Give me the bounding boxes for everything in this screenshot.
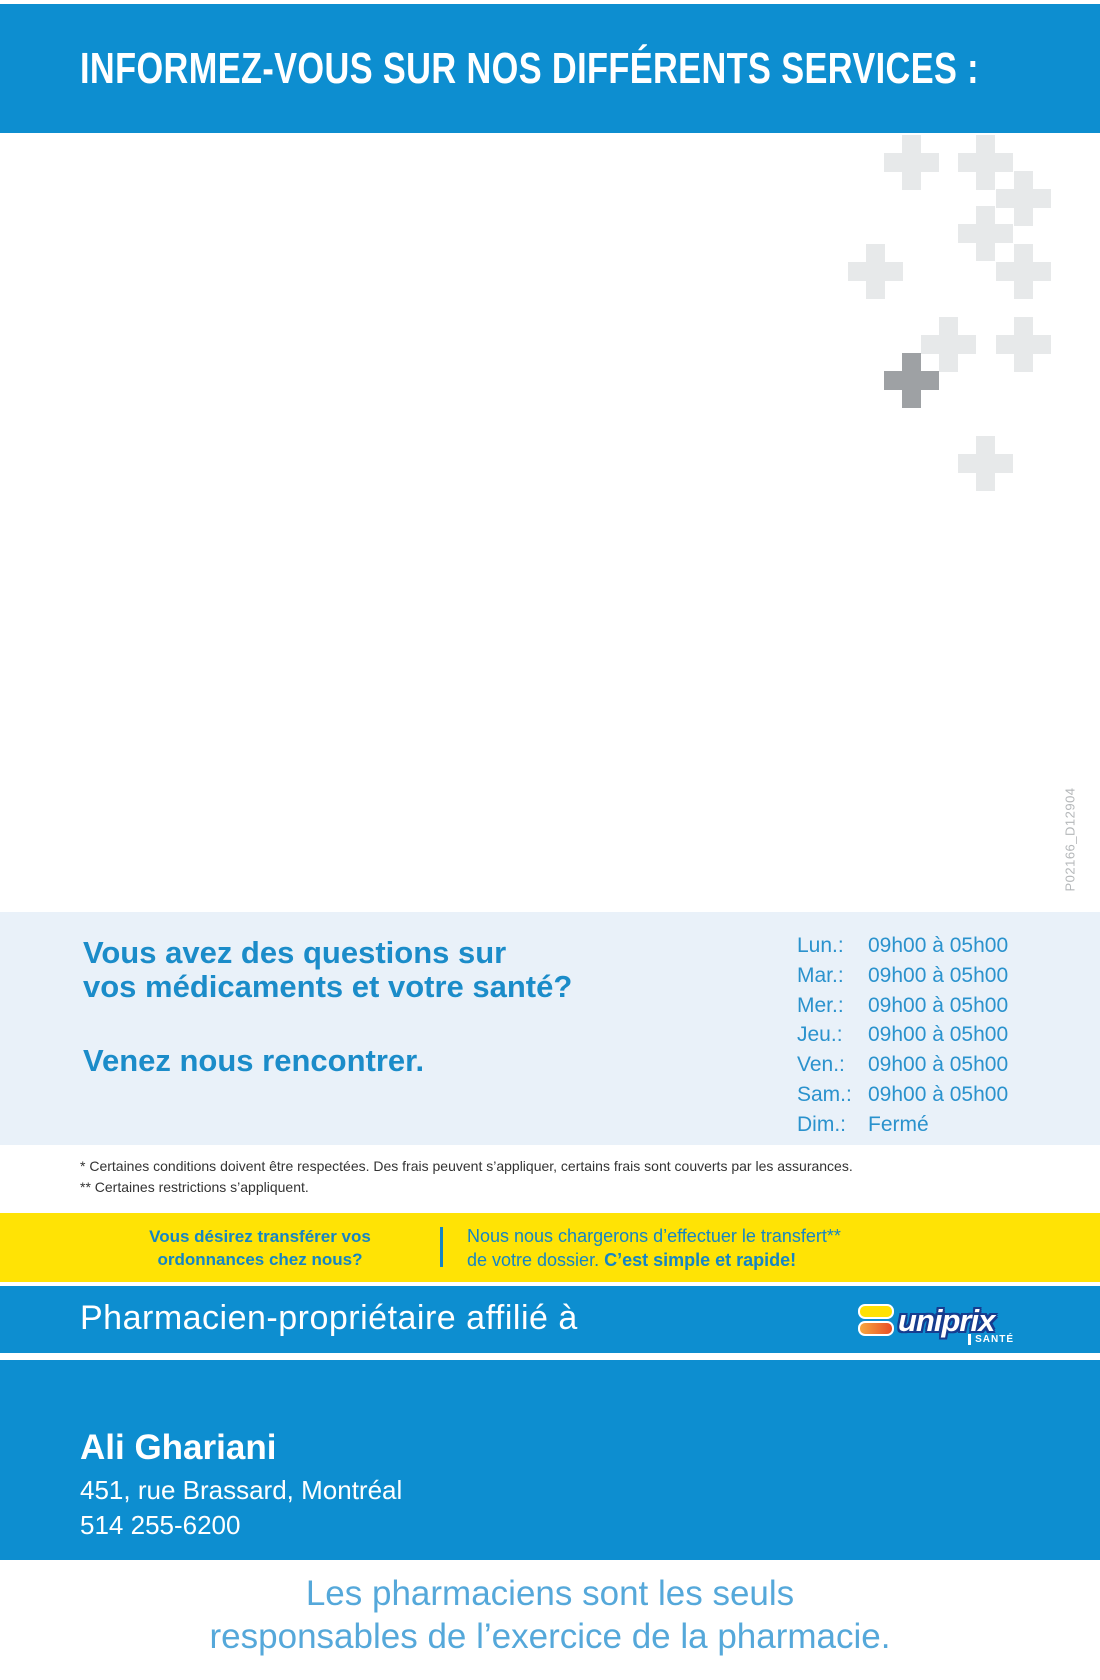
hours-row: Dim.: Fermé (797, 1113, 1008, 1143)
uniprix-tagline: SANTÉ (968, 1334, 1014, 1345)
plus-icon (996, 317, 1051, 372)
hours-time: 09h00 à 05h00 (868, 1023, 1009, 1047)
hours-row: Lun.: 09h00 à 05h00 (797, 934, 1008, 964)
hours-day: Mer.: (797, 993, 844, 1017)
uniprix-logo: uniprix SANTÉ (858, 1298, 1016, 1345)
plus-icon (958, 135, 1013, 190)
opening-hours: Lun.: 09h00 à 05h00 Mar.: 09h00 à 05h00 … (797, 934, 1008, 1143)
fine-print-line2: ** Certaines restrictions s’appliquent. (80, 1179, 309, 1195)
hours-day: Mar.: (797, 963, 844, 987)
pharmacist-address: 451, rue Brassard, Montréal (80, 1475, 403, 1505)
hours-time: 09h00 à 05h00 (868, 934, 1009, 957)
affiliation-label: Pharmacien-propriétaire affilié à (80, 1299, 578, 1337)
question-line1: Vous avez des questions sur (83, 935, 507, 970)
transfer-answer-line1: Nous nous chargerons d’effectuer le tran… (467, 1226, 841, 1246)
plus-icon (958, 436, 1013, 491)
hours-time: 09h00 à 05h00 (868, 1053, 1009, 1077)
pharmacist-section: Ali Ghariani 451, rue Brassard, Montréal… (0, 1360, 1100, 1560)
fine-print-line1: * Certaines conditions doivent être resp… (80, 1158, 853, 1174)
hours-time: Fermé (868, 1112, 929, 1136)
hours-row: Sam.: 09h00 à 05h00 (797, 1083, 1008, 1113)
question-text: Vous avez des questions sur vos médicame… (83, 936, 572, 1004)
transfer-banner: Vous désirez transférer vos ordonnances … (0, 1213, 1100, 1282)
fine-print: * Certaines conditions doivent être resp… (80, 1156, 853, 1198)
hours-day: Lun.: (797, 934, 844, 957)
uniprix-wordmark: uniprix (898, 1302, 995, 1338)
affiliation-bar: Pharmacien-propriétaire affilié à unipri… (0, 1286, 1100, 1353)
transfer-answer-regular: de votre dossier. (467, 1250, 605, 1270)
hours-day: Jeu.: (797, 1023, 843, 1047)
hours-row: Ven.: 09h00 à 05h00 (797, 1053, 1008, 1083)
question-line2: vos médicaments et votre santé? (83, 969, 573, 1004)
hours-row: Mer.: 09h00 à 05h00 (797, 994, 1008, 1024)
plus-icon-dark (884, 353, 939, 408)
transfer-answer: Nous nous chargerons d’effectuer le tran… (467, 1224, 841, 1272)
plus-icon (958, 206, 1013, 261)
pharmacist-phone: 514 255-6200 (80, 1510, 241, 1540)
plus-icon (996, 171, 1051, 226)
hours-day: Ven.: (797, 1053, 845, 1077)
print-code: P02166_D12904 (1062, 787, 1078, 892)
hours-row: Jeu.: 09h00 à 05h00 (797, 1023, 1008, 1053)
plus-icon (884, 135, 939, 190)
uniprix-logo-bars-icon (858, 1304, 894, 1336)
transfer-answer-line2: de votre dossier. C’est simple et rapide… (467, 1248, 841, 1272)
question-panel: Vous avez des questions sur vos médicame… (0, 912, 1100, 1145)
transfer-question-line2: ordonnances chez nous? (157, 1250, 363, 1269)
plus-icon (996, 244, 1051, 299)
hours-time: 09h00 à 05h00 (868, 1082, 1009, 1106)
plus-icon (848, 244, 903, 299)
footer-line2: responsables de l’exercice de la pharmac… (209, 1617, 891, 1656)
logo-bar-yellow (858, 1304, 894, 1319)
pharmacist-name: Ali Ghariani (80, 1428, 277, 1467)
invite-text: Venez nous rencontrer. (83, 1043, 425, 1078)
header-banner: INFORMEZ-VOUS SUR NOS DIFFÉRENTS SERVICE… (0, 4, 1100, 133)
hours-day: Dim.: (797, 1112, 846, 1136)
transfer-question-line1: Vous désirez transférer vos (149, 1227, 371, 1246)
logo-bar-orange (858, 1321, 894, 1336)
plus-icon (921, 317, 976, 372)
hours-day: Sam.: (797, 1082, 852, 1106)
hours-time: 09h00 à 05h00 (868, 993, 1009, 1017)
vertical-divider (440, 1227, 443, 1267)
footer-line1: Les pharmaciens sont les seuls (305, 1574, 795, 1613)
footer-note: Les pharmaciens sont les seuls responsab… (0, 1572, 1100, 1658)
transfer-question: Vous désirez transférer vos ordonnances … (100, 1225, 420, 1271)
hours-time: 09h00 à 05h00 (868, 963, 1009, 987)
transfer-answer-bold: C’est simple et rapide! (604, 1250, 797, 1270)
hours-row: Mar.: 09h00 à 05h00 (797, 964, 1008, 994)
header-title: INFORMEZ-VOUS SUR NOS DIFFÉRENTS SERVICE… (80, 43, 980, 93)
